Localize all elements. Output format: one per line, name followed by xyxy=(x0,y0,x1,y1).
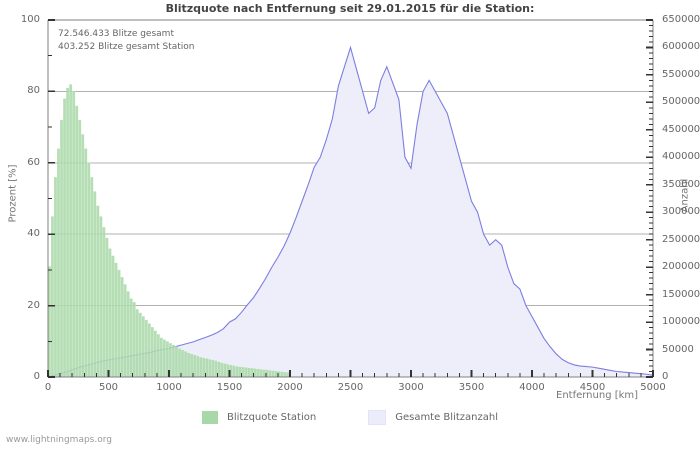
legend-swatch-total xyxy=(368,410,387,425)
x-tick-500: 500 xyxy=(98,382,119,393)
y-tick-right-650000: 650000 xyxy=(662,14,700,25)
x-axis-label: Entfernung [km] xyxy=(556,390,639,401)
x-tick-1500: 1500 xyxy=(216,382,243,393)
x-tick-0: 0 xyxy=(44,382,52,393)
annotation-total-strokes: 72.546.433 Blitze gesamt xyxy=(58,29,174,39)
y-tick-right-600000: 600000 xyxy=(662,41,700,53)
y-tick-left-40: 40 xyxy=(27,228,40,240)
y-tick-right-500000: 500000 xyxy=(662,96,700,108)
y-tick-left-80: 80 xyxy=(27,85,40,97)
y-tick-right-450000: 450000 xyxy=(662,123,700,135)
page-title: Blitzquote nach Entfernung seit 29.01.20… xyxy=(165,2,535,15)
x-tick-3500: 3500 xyxy=(458,382,485,393)
y-tick-left-0: 0 xyxy=(33,371,40,382)
y-tick-right-400000: 400000 xyxy=(662,151,700,163)
x-tick-4000: 4000 xyxy=(519,382,545,393)
legend-item-station: Blitzquote Station xyxy=(202,411,316,424)
legend-swatch-station xyxy=(202,411,218,424)
y-axis-label-right: Anzahl xyxy=(679,178,691,213)
y-tick-left-60: 60 xyxy=(27,156,40,168)
y-tick-right-100000: 100000 xyxy=(662,316,700,328)
x-tick-5000: 5000 xyxy=(640,382,666,393)
x-tick-3000: 3000 xyxy=(398,382,424,393)
x-tick-2000: 2000 xyxy=(277,382,303,393)
annotation-station-strokes: 403.252 Blitze gesamt Station xyxy=(58,42,195,52)
y-tick-left-20: 20 xyxy=(27,299,40,311)
y-axis-label-left: Prozent [%] xyxy=(7,164,19,223)
footer-url: www.lightningmaps.org xyxy=(6,435,112,445)
legend-item-total: Gesamte Blitzanzahl xyxy=(368,410,498,425)
legend-label-total: Gesamte Blitzanzahl xyxy=(395,412,498,423)
y-tick-left-100: 100 xyxy=(20,14,40,25)
y-tick-right-250000: 250000 xyxy=(662,233,700,245)
y-tick-right-300000: 300000 xyxy=(662,206,700,218)
y-tick-right-150000: 150000 xyxy=(662,288,700,300)
y-tick-right-50000: 50000 xyxy=(662,343,694,355)
chart-legend: Blitzquote Station Gesamte Blitzanzahl xyxy=(0,410,700,425)
x-tick-1000: 1000 xyxy=(156,382,182,393)
y-tick-right-350000: 350000 xyxy=(662,178,700,190)
y-tick-right-200000: 200000 xyxy=(662,261,700,273)
y-tick-right-0: 0 xyxy=(662,371,669,382)
x-tick-4500: 4500 xyxy=(579,382,606,393)
x-tick-2500: 2500 xyxy=(337,382,364,393)
legend-label-station: Blitzquote Station xyxy=(227,412,317,423)
y-tick-right-550000: 550000 xyxy=(662,68,700,80)
chart-annotation: 72.546.433 Blitze gesamt 403.252 Blitze … xyxy=(58,28,195,54)
